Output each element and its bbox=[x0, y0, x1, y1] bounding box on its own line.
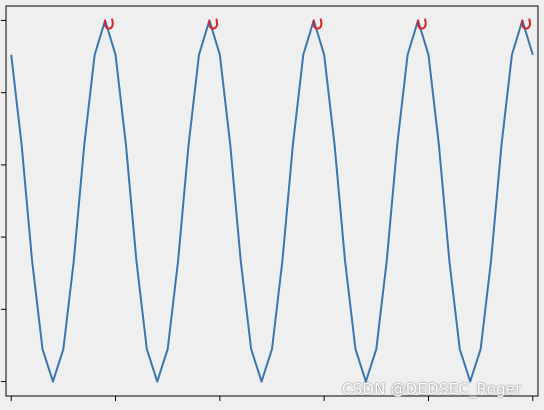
y-axis-ticks bbox=[1, 19, 6, 383]
peak-marker-2 bbox=[312, 18, 323, 30]
peak-markers bbox=[103, 18, 532, 30]
plot-background bbox=[6, 6, 538, 396]
x-axis-ticks bbox=[10, 396, 534, 401]
peak-marker-1 bbox=[208, 18, 219, 30]
series-line bbox=[10, 19, 534, 383]
watermark: CSDN @DEDSEC_Roger bbox=[342, 380, 522, 398]
peak-marker-3 bbox=[416, 18, 427, 30]
peak-marker-0 bbox=[103, 18, 114, 30]
peak-marker-4 bbox=[521, 18, 532, 30]
plot-frame bbox=[5, 5, 539, 397]
